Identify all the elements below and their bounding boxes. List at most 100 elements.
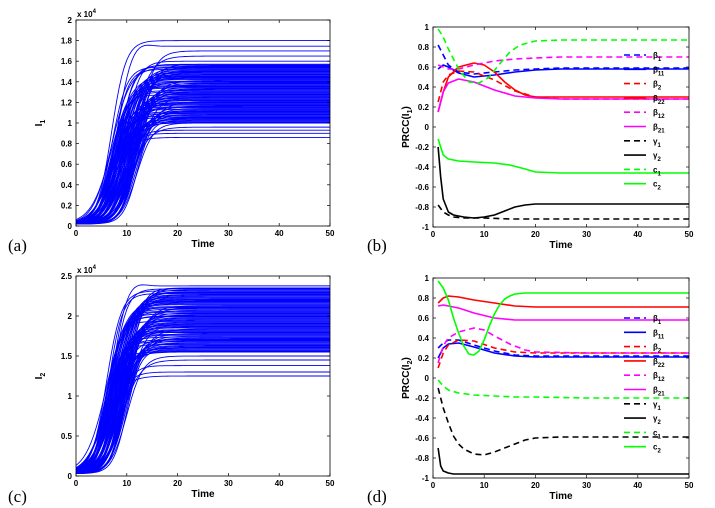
legend-label-name: β [653, 314, 658, 323]
y-tick-label: 0.2 [61, 201, 73, 210]
y-tick-label: 0 [68, 222, 73, 231]
legend-label-γ2: γ2 [653, 414, 661, 426]
series-line-β21 [437, 78, 689, 113]
y-axis-label-sub: 1 [40, 120, 47, 124]
series-line-γ2 [437, 447, 689, 475]
y-axis-label-main: PRCC(I [401, 113, 412, 148]
ensemble-line [76, 301, 330, 473]
legend-label-name: β [653, 51, 658, 60]
ensemble-line [76, 294, 330, 474]
x-tick-label: 40 [633, 230, 642, 239]
ensemble-line [76, 348, 330, 474]
ensemble-line [76, 311, 330, 474]
y-axis-label: I2 [34, 373, 47, 380]
exponent-power: 4 [93, 9, 97, 15]
plot-area-b [437, 28, 689, 220]
exponent-power: 4 [93, 265, 97, 271]
legend-label-sub: 2 [657, 186, 661, 192]
legend-label-c2: c2 [653, 180, 661, 192]
ensemble-line [76, 291, 330, 471]
ensemble-line [76, 81, 330, 225]
y-tick-label: 0 [425, 123, 430, 132]
chart-d: 0 10 20 30 40 50 -1 -0.8 -0.6 -0.4 -0.2 0 0.2 0.4 0.6 0… [401, 274, 694, 502]
y-tick-label: 0.4 [418, 334, 430, 343]
legend-label-name: γ [653, 151, 658, 160]
ensemble-line [76, 94, 330, 224]
y-tick-label: 0.6 [418, 314, 430, 323]
y-tick-label: 0.8 [61, 140, 73, 149]
x-tick-label: 10 [122, 229, 131, 238]
ensemble-line [76, 290, 330, 471]
ensemble-line [76, 317, 330, 473]
legend-label-sub: 22 [658, 100, 665, 106]
y-axis-label-main: I [34, 376, 45, 379]
legend-label-β21: β21 [653, 123, 665, 135]
y-tick-label: 0.8 [418, 294, 430, 303]
ensemble-line [76, 74, 330, 225]
ensemble-line [76, 76, 330, 224]
ensemble-line [76, 87, 330, 224]
legend-label-c1: c1 [653, 428, 661, 440]
ensemble-line [76, 121, 330, 225]
x-tick-label: 40 [275, 229, 284, 238]
y-axis-label: PRCC(I2) [401, 357, 414, 399]
ensemble-line [76, 66, 330, 224]
ensemble-line [76, 73, 330, 225]
legend-label-β12: β12 [653, 108, 665, 120]
series-line-c1 [437, 379, 689, 399]
y-axis-label-end: ) [401, 357, 412, 360]
legend-label-c1: c1 [653, 165, 661, 177]
legend-label-γ1: γ1 [653, 400, 661, 412]
x-tick-label: 10 [480, 481, 489, 490]
ensemble-line [76, 355, 330, 474]
x-tick-label: 20 [173, 229, 182, 238]
x-tick-label: 0 [431, 481, 436, 490]
ensemble-line [76, 67, 330, 223]
ensemble-line [76, 100, 330, 225]
y-axis-label-sub: 2 [407, 360, 414, 364]
ensemble-line [76, 44, 330, 224]
ensemble-line [76, 293, 330, 473]
legend-label-γ1: γ1 [653, 137, 661, 149]
legend-label-sub: 2 [658, 86, 662, 92]
exponent-base: x 10 [77, 266, 93, 275]
legend-label-sub: 1 [657, 143, 661, 149]
y-axis-label-main: I [34, 123, 45, 126]
legend-label-β22: β22 [653, 94, 665, 106]
series-line-β1 [437, 44, 689, 75]
ensemble-line [76, 69, 330, 224]
legend-label-name: β [653, 386, 658, 395]
y-tick-label: 2 [68, 312, 73, 321]
legend-label-name: β [653, 343, 658, 352]
plot-area-a [76, 40, 330, 225]
ensemble-line [76, 328, 330, 474]
series-line-β2 [437, 339, 689, 369]
ensemble-line [76, 72, 330, 225]
x-axis-label: Time [191, 489, 215, 500]
y-axis-label-sub: 1 [407, 109, 414, 113]
series-line-β22 [437, 62, 689, 113]
legend-label-β1: β1 [653, 51, 662, 63]
legend-label-β2: β2 [653, 80, 662, 92]
ensemble-line [76, 63, 330, 225]
y-tick-label: 0.8 [418, 43, 430, 52]
ensemble-line [76, 299, 330, 474]
y-axis-label: PRCC(I1) [401, 106, 414, 148]
legend-label-name: β [653, 94, 658, 103]
ensemble-line [76, 300, 330, 466]
legend-label-sub: 2 [658, 349, 662, 355]
axes-frame [75, 275, 331, 477]
x-tick-label: 0 [74, 229, 79, 238]
y-tick-label: 0.5 [61, 432, 73, 441]
legend-label-name: c [653, 180, 658, 189]
chart-a: 0 10 20 30 40 50 0 0.2 0.4 0.6 0.8 1 1.2 1.4 1.6 1.8 2 Ti… [34, 9, 335, 250]
ensemble-line [76, 284, 330, 473]
legend-label-sub: 11 [658, 71, 665, 77]
plot-area-d [437, 280, 689, 475]
ensemble-line [76, 40, 330, 224]
legend-label-sub: 1 [657, 406, 661, 412]
y-tick-label: 1 [68, 119, 73, 128]
ensemble-line [76, 79, 330, 225]
legend-label-sub: 1 [657, 171, 661, 177]
